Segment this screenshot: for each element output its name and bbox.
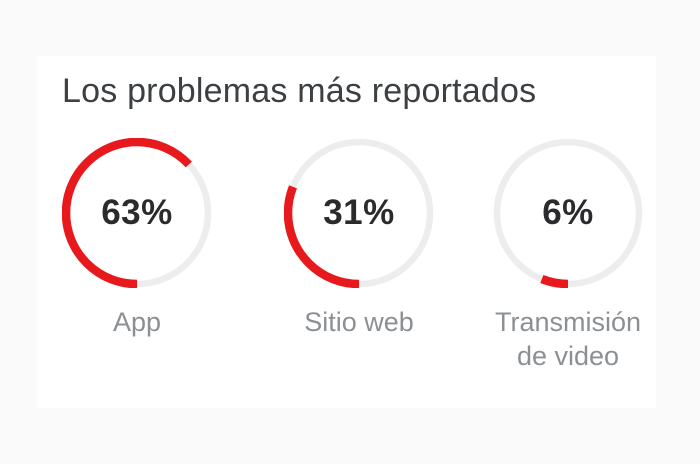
chart-title: Los problemas más reportados: [62, 72, 537, 110]
ring-value-arc: [62, 138, 212, 288]
gauge-percent-label: 6%: [542, 193, 594, 232]
gauge-sitio-web: 31% Sitio web: [274, 138, 444, 340]
gauge-percent-label: 63%: [101, 193, 173, 232]
donut-ring: [284, 138, 434, 288]
gauge-percent-label: 31%: [323, 193, 395, 232]
gauge-sitio-web-ring-wrap: 31%: [284, 138, 434, 288]
donut-ring: [62, 138, 212, 288]
gauge-app-ring-wrap: 63%: [62, 138, 212, 288]
most-reported-problems-card: Los problemas más reportados 63% App 31%…: [37, 56, 656, 408]
gauge-label: Transmisión de video: [494, 307, 642, 371]
gauge-app: 63% App: [52, 138, 222, 340]
ring-value-arc: [284, 138, 434, 288]
gauge-label: App: [112, 307, 162, 337]
gauge-label: Sitio web: [304, 307, 414, 337]
gauge-transmision-video-ring-wrap: 6%: [493, 138, 643, 288]
donut-ring: [493, 138, 643, 288]
gauge-transmision-video: 6% Transmisión de video: [483, 138, 653, 374]
ring-value-arc: [493, 138, 643, 288]
